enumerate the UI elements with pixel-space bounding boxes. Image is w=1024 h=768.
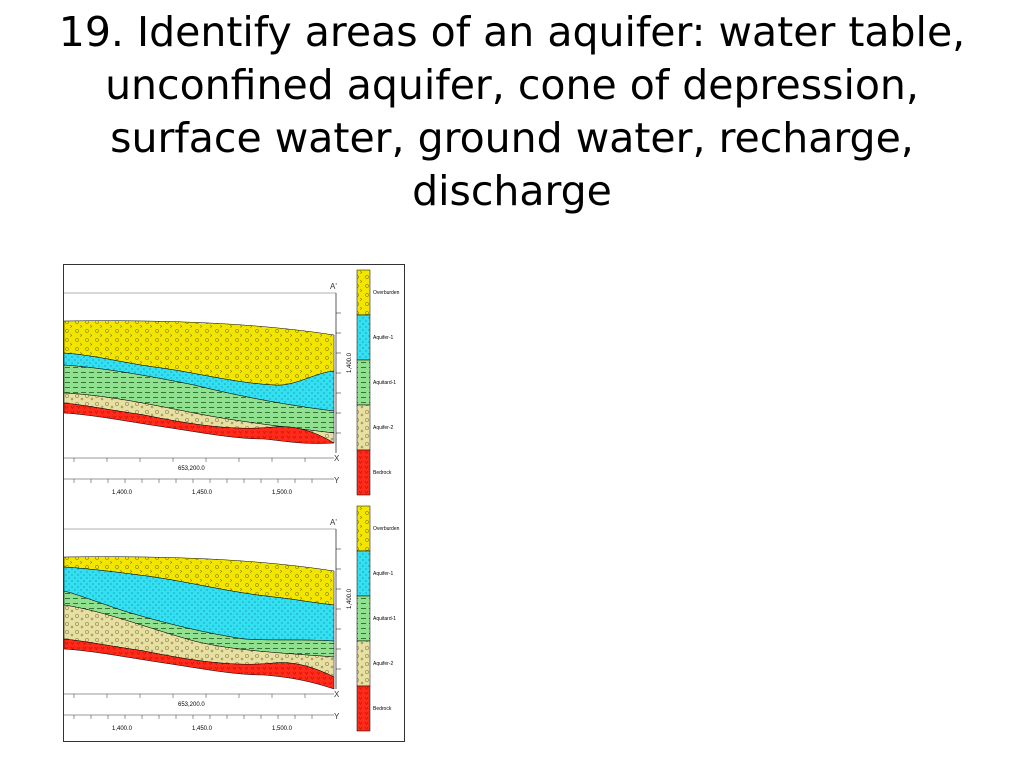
section-label-a-prime: A' xyxy=(330,518,337,527)
section-label-a-prime: A' xyxy=(330,282,337,291)
legend-label-aquitard-1: Aquitard-1 xyxy=(373,380,396,386)
legend-1: Overburden Aquifer-1 Aquitard-1 Aquifer-… xyxy=(356,269,400,496)
vertical-axis-tick-label: 1,400.0 xyxy=(347,588,353,609)
northing-ticks xyxy=(73,479,313,483)
legend-label-bedrock: Bedrock xyxy=(373,470,392,476)
vertical-axis-tick-label: 1,400.0 xyxy=(347,352,353,373)
y-axis-letter: Y xyxy=(334,476,340,485)
y-axis-letter: Y xyxy=(334,712,340,721)
x-tick-label: 1,450.0 xyxy=(192,726,213,732)
legend-label-aquifer-1: Aquifer-1 xyxy=(373,335,394,341)
slide-title: 19. Identify areas of an aquifer: water … xyxy=(58,8,966,215)
easting-ticks xyxy=(73,458,306,462)
x-tick-label: 1,450.0 xyxy=(192,490,213,496)
aquifer-1-swatch-icon xyxy=(356,314,371,361)
x-tick-label: 1,500.0 xyxy=(272,726,293,732)
easting-ticks xyxy=(73,694,306,698)
overburden-swatch-icon xyxy=(356,505,371,552)
cross-section-panel-1: A' 1,400.0 xyxy=(64,282,353,496)
bedrock-swatch-icon xyxy=(356,685,371,732)
x-tick-label: 1,400.0 xyxy=(112,490,133,496)
aquitard-1-swatch-icon xyxy=(356,595,371,642)
legend-label-overburden: Overburden xyxy=(373,526,400,532)
overburden-swatch-icon xyxy=(356,269,371,316)
x-tick-label: 1,500.0 xyxy=(272,490,293,496)
legend-label-overburden: Overburden xyxy=(373,290,400,296)
x-axis-letter: X xyxy=(334,454,340,463)
legend-label-aquifer-1: Aquifer-1 xyxy=(373,571,394,577)
vertical-ticks xyxy=(336,548,341,670)
easting-label: 653,200.0 xyxy=(178,702,205,708)
easting-label: 653,200.0 xyxy=(178,466,205,472)
legend-label-aquifer-2: Aquifer-2 xyxy=(373,661,394,667)
legend-2: Overburden Aquifer-1 Aquitard-1 Aquifer-… xyxy=(356,505,400,732)
aquifer-2-swatch-icon xyxy=(356,404,371,451)
x-tick-label: 1,400.0 xyxy=(112,726,133,732)
cross-section-panel-2: A' 1,400.0 xyxy=(64,518,353,732)
northing-ticks xyxy=(73,715,313,719)
legend-label-bedrock: Bedrock xyxy=(373,706,392,712)
bedrock-layer xyxy=(64,638,335,690)
aquifer-1-swatch-icon xyxy=(356,550,371,597)
aquitard-1-swatch-icon xyxy=(356,359,371,406)
bedrock-swatch-icon xyxy=(356,449,371,496)
x-axis-letter: X xyxy=(334,690,340,699)
vertical-ticks xyxy=(336,312,341,434)
aquifer-2-swatch-icon xyxy=(356,640,371,687)
legend-label-aquitard-1: Aquitard-1 xyxy=(373,616,396,622)
legend-label-aquifer-2: Aquifer-2 xyxy=(373,425,394,431)
bedrock-layer xyxy=(64,402,335,444)
cross-section-diagram: A' 1,400.0 xyxy=(63,264,405,742)
